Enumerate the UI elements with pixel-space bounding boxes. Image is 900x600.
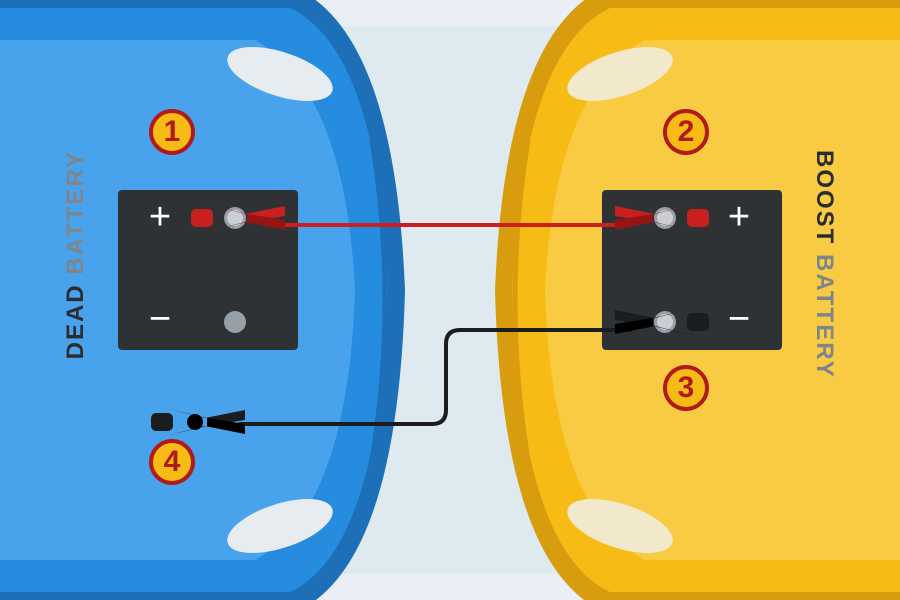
battery-left-neg-terminal — [224, 311, 246, 333]
label-dead-battery: DEAD BATTERY — [62, 150, 90, 359]
step-4: 4 — [149, 439, 195, 485]
step-3: 3 — [663, 365, 709, 411]
label-battery-r: BATTERY — [811, 254, 838, 379]
label-boost: BOOST — [811, 150, 838, 245]
label-battery-l: BATTERY — [62, 150, 89, 275]
diagram-canvas: + − + − DEAD BATTERY BOOST BATTERY 1 2 3… — [0, 0, 900, 600]
label-boost-battery: BOOST BATTERY — [810, 150, 838, 379]
battery-right-plus: + — [724, 198, 754, 236]
step-1: 1 — [149, 109, 195, 155]
diagram-svg — [0, 0, 900, 600]
battery-left-plus: + — [145, 198, 175, 236]
battery-right-minus: − — [724, 300, 754, 338]
step-2: 2 — [663, 109, 709, 155]
battery-left-minus: − — [145, 300, 175, 338]
label-dead: DEAD — [62, 283, 89, 359]
